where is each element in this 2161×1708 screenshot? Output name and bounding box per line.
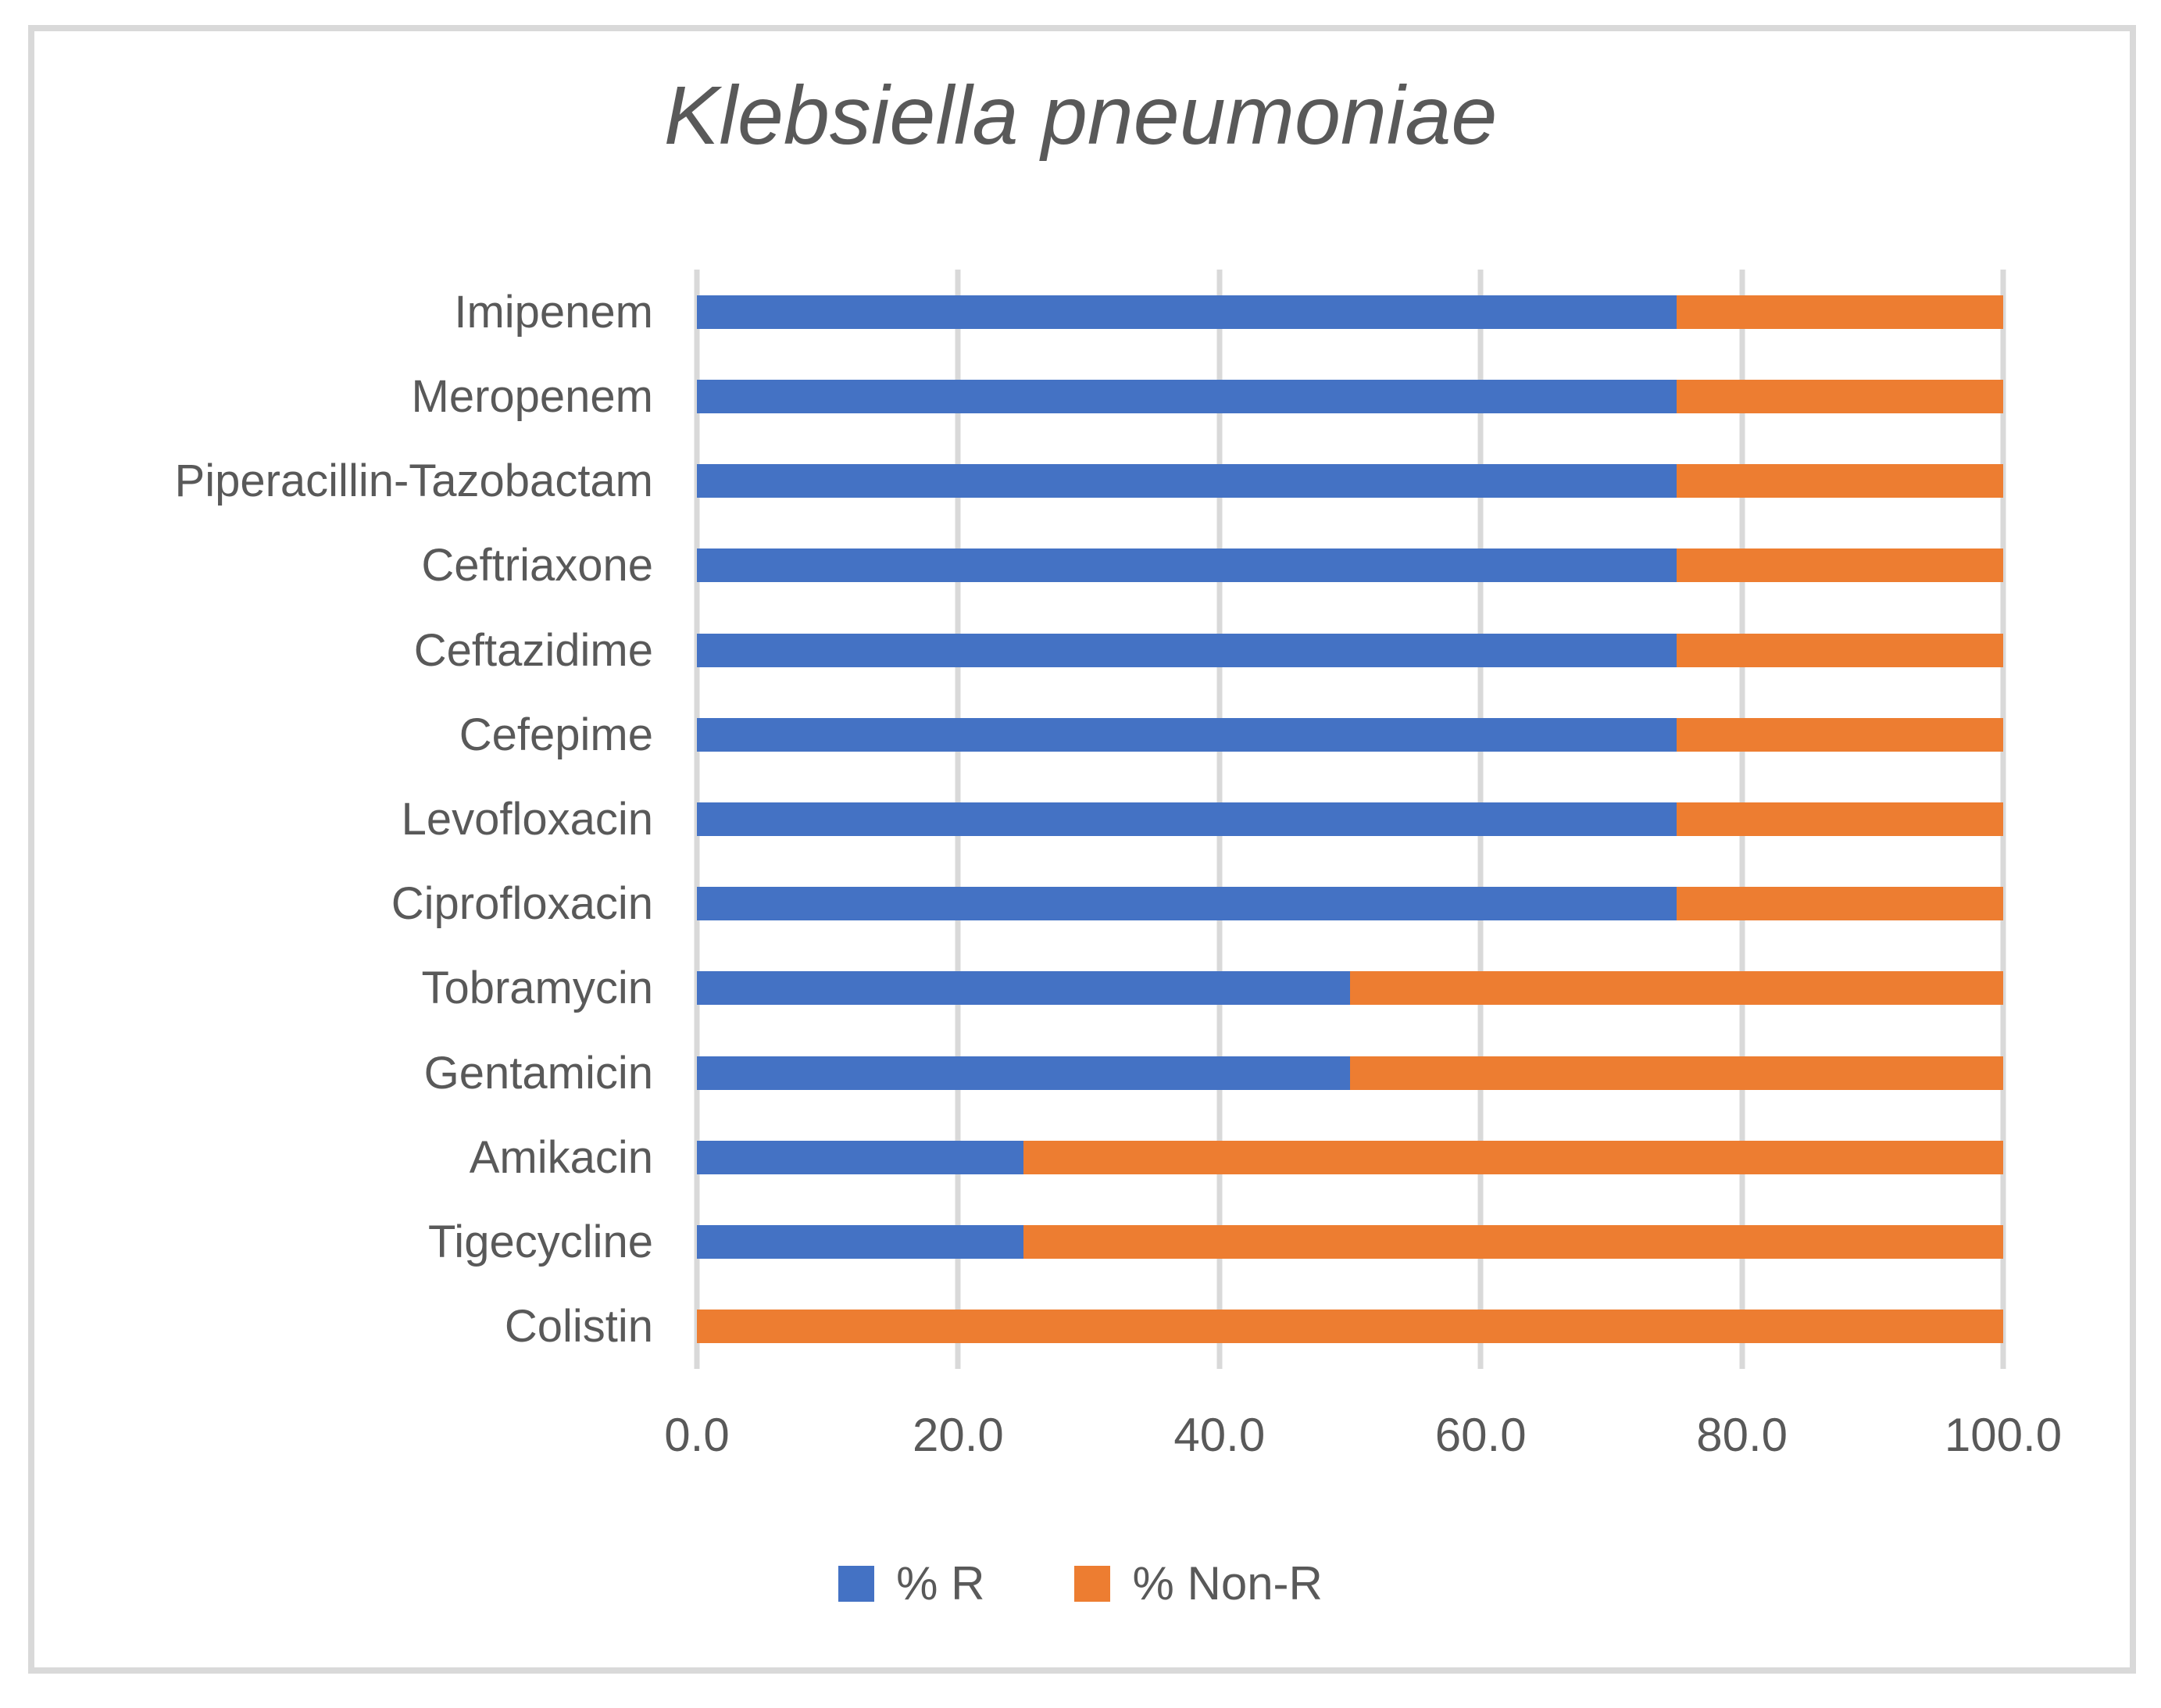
bar-segment-r [697,887,1677,921]
bar-segment-r [697,295,1677,329]
bar-segment-r [697,464,1677,498]
bar-row [697,971,2003,1006]
bar-segment-r [697,548,1677,583]
bar-row [697,1140,2003,1174]
category-label: Cefepime [459,709,653,760]
x-tick-label: 40.0 [1173,1409,1266,1461]
legend-swatch-r-icon [838,1565,875,1602]
bar-segment-non-r [1677,633,2003,667]
bar-segment-non-r [1677,717,2003,752]
bar-row [697,887,2003,921]
category-label: Gentamicin [423,1047,653,1099]
bar-segment-non-r [1677,295,2003,329]
bar-segment-r [697,1225,1023,1260]
legend-item-r: % R [838,1556,984,1610]
bar-row [697,717,2003,752]
x-tick-label: 80.0 [1696,1409,1788,1461]
bar-segment-non-r [1677,379,2003,413]
category-label: Imipenem [454,286,653,338]
x-tick-label: 20.0 [913,1409,1004,1461]
legend-label: % Non-R [1132,1557,1323,1610]
category-label: Meropenem [411,370,653,422]
chart-title: Klebsiella pneumoniae [663,70,1498,162]
bar-segment-r [697,1056,1350,1090]
legend-swatch-non-r-icon [1074,1565,1111,1602]
bar-row [697,295,2003,329]
bar-segment-r [697,1140,1023,1174]
bar-row [697,379,2003,413]
plot-area [694,270,2006,1369]
x-tick-label: 100.0 [1944,1409,2063,1461]
bar-row [697,1225,2003,1260]
bar-row [697,1056,2003,1090]
bar-segment-non-r [1677,887,2003,921]
category-label: Ceftazidime [413,624,653,676]
category-label: Levofloxacin [401,793,653,845]
bar-segment-non-r [1023,1225,2003,1260]
bar-row [697,464,2003,498]
bar-segment-non-r [1677,464,2003,498]
x-axis-labels: 0.0 20.0 40.0 60.0 80.0 100.0 [664,1408,2062,1470]
legend-item-non-r: % Non-R [1074,1556,1323,1610]
x-tick-label: 0.0 [664,1409,730,1461]
bar-segment-non-r [1350,1056,2003,1090]
category-label: Ceftriaxone [421,540,653,591]
bar-segment-r [697,971,1350,1006]
gridline [2000,270,2006,1369]
bar-row [697,548,2003,583]
category-label: Amikacin [469,1131,653,1183]
bar-segment-non-r [1350,971,2003,1006]
x-tick-label: 60.0 [1434,1409,1527,1461]
legend: % R % Non-R [0,1556,2161,1610]
category-label: Colistin [504,1301,653,1352]
y-axis-labels: Imipenem Meropenem Piperacillin-Tazobactam… [47,270,653,1369]
bar-row [697,802,2003,836]
category-label: Ciprofloxacin [391,878,653,930]
bar-segment-non-r [1023,1140,2003,1174]
bar-segment-non-r [1677,802,2003,836]
bar-segment-non-r [697,1310,2003,1344]
category-label: Piperacillin-Tazobactam [174,456,653,507]
bar-segment-non-r [1677,548,2003,583]
bar-segment-r [697,802,1677,836]
bar-row [697,1310,2003,1344]
legend-label: % R [896,1557,985,1610]
bar-segment-r [697,633,1677,667]
bar-segment-r [697,379,1677,413]
bar-segment-r [697,717,1677,752]
category-label: Tigecycline [428,1217,653,1268]
bar-row [697,633,2003,667]
category-label: Tobramycin [421,963,653,1014]
